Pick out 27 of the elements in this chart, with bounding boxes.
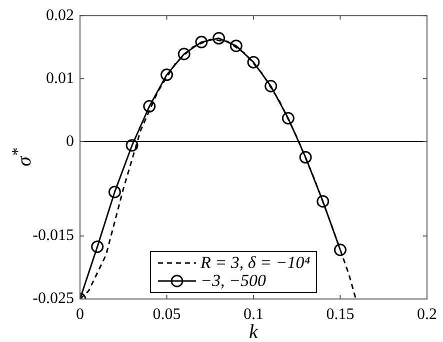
x-tick-label: 0.2 xyxy=(417,306,437,323)
point xyxy=(299,151,312,164)
y-tick-label: 0.01 xyxy=(46,70,74,87)
point xyxy=(316,195,330,208)
point xyxy=(178,48,190,60)
legend-label: −3, −500 xyxy=(200,271,266,291)
point xyxy=(282,112,294,125)
point xyxy=(334,244,346,256)
point xyxy=(160,68,173,82)
x-tick-label: 0.05 xyxy=(152,306,181,323)
y-tick-label: -0.015 xyxy=(32,227,74,244)
point xyxy=(195,36,208,48)
x-tick-label: 0.15 xyxy=(326,306,354,323)
point xyxy=(212,32,226,45)
point xyxy=(126,139,138,152)
y-tick-label: 0 xyxy=(66,132,74,150)
point xyxy=(247,56,260,68)
x-tick-label: 0.1 xyxy=(244,306,264,323)
point xyxy=(143,100,156,113)
point xyxy=(108,186,121,198)
y-tick-label: -0.025 xyxy=(32,290,74,308)
point xyxy=(91,240,104,253)
x-axis-title: k xyxy=(249,321,258,342)
y-tick-label: 0.02 xyxy=(46,6,74,24)
point xyxy=(230,40,242,52)
legend-label: R = 3, δ = −10⁴ xyxy=(200,253,310,273)
point xyxy=(264,80,278,92)
